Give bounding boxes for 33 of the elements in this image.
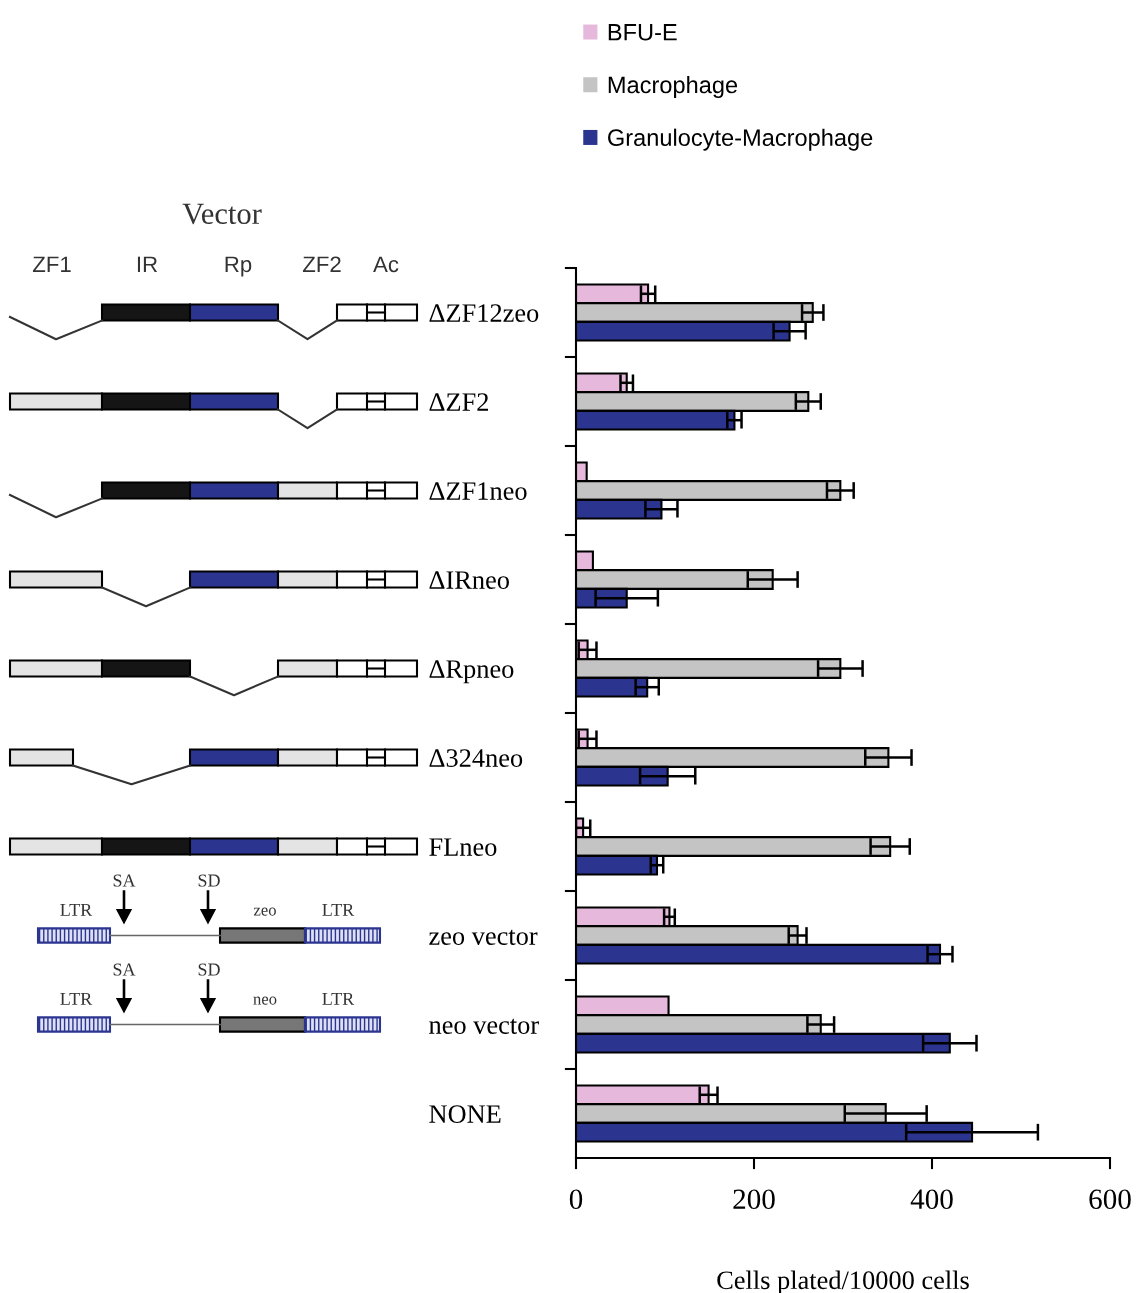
y-tick-label: ΔZF1neo xyxy=(429,482,527,500)
y-tick-label: FLneo xyxy=(429,838,497,856)
legend-label: Granulocyte-Macrophage xyxy=(608,128,873,151)
y-tick-label: ΔRpneo xyxy=(429,660,514,684)
y-tick-label: NONE xyxy=(429,1105,501,1123)
y-tick-label: neo vector xyxy=(429,1018,539,1034)
y-tick-label: Δ324neo xyxy=(429,749,523,767)
text: LTR xyxy=(60,992,93,1005)
text: Rp xyxy=(225,256,252,277)
legend-label: Macrophage xyxy=(608,75,738,98)
x-tick-label: 600 xyxy=(1089,1189,1131,1210)
text: LTR xyxy=(60,903,93,916)
text: neo xyxy=(253,996,277,1005)
text: SA xyxy=(113,874,136,887)
text: SD xyxy=(198,963,220,976)
text: Ac xyxy=(373,256,399,273)
y-tick-label: ΔIRneo xyxy=(429,571,509,589)
text: ZF1 xyxy=(32,256,71,272)
text: Vector xyxy=(182,203,262,225)
text: zeo xyxy=(253,907,276,916)
y-tick-label: zeo vector xyxy=(429,929,538,945)
x-tick-label: 400 xyxy=(910,1189,953,1210)
x-tick-label: 0 xyxy=(569,1189,583,1210)
text: SA xyxy=(113,963,136,976)
text: LTR xyxy=(322,992,355,1005)
text: IR xyxy=(137,256,158,272)
text: SD xyxy=(198,874,220,887)
y-tick-label: ΔZF12zeo xyxy=(429,304,539,322)
legend-label: BFU-E xyxy=(608,24,677,41)
x-tick-label: 200 xyxy=(733,1189,775,1210)
text: LTR xyxy=(322,903,355,916)
y-tick-label: ΔZF2 xyxy=(429,393,489,411)
text: ZF2 xyxy=(302,256,341,272)
